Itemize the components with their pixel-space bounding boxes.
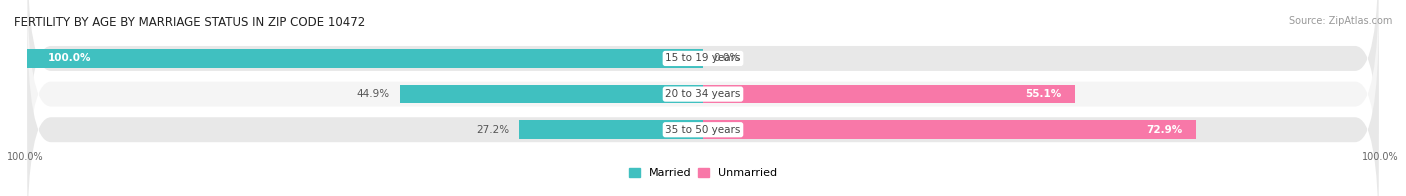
Bar [703, 85, 1076, 103]
Text: 100.0%: 100.0% [7, 152, 44, 162]
Text: 100.0%: 100.0% [1362, 152, 1399, 162]
Text: 15 to 19 years: 15 to 19 years [665, 54, 741, 64]
Bar [399, 85, 703, 103]
Text: 72.9%: 72.9% [1146, 125, 1182, 135]
Text: 27.2%: 27.2% [477, 125, 509, 135]
Text: 55.1%: 55.1% [1025, 89, 1062, 99]
Text: Source: ZipAtlas.com: Source: ZipAtlas.com [1288, 16, 1392, 26]
Text: 20 to 34 years: 20 to 34 years [665, 89, 741, 99]
Text: 35 to 50 years: 35 to 50 years [665, 125, 741, 135]
Bar [703, 121, 1195, 139]
Legend: Married, Unmarried: Married, Unmarried [624, 163, 782, 183]
Bar [519, 121, 703, 139]
FancyBboxPatch shape [27, 0, 1379, 196]
Text: FERTILITY BY AGE BY MARRIAGE STATUS IN ZIP CODE 10472: FERTILITY BY AGE BY MARRIAGE STATUS IN Z… [14, 16, 366, 29]
Text: 44.9%: 44.9% [356, 89, 389, 99]
FancyBboxPatch shape [27, 0, 1379, 171]
Text: 100.0%: 100.0% [48, 54, 91, 64]
FancyBboxPatch shape [27, 17, 1379, 196]
Bar [27, 49, 703, 68]
Text: 0.0%: 0.0% [713, 54, 740, 64]
